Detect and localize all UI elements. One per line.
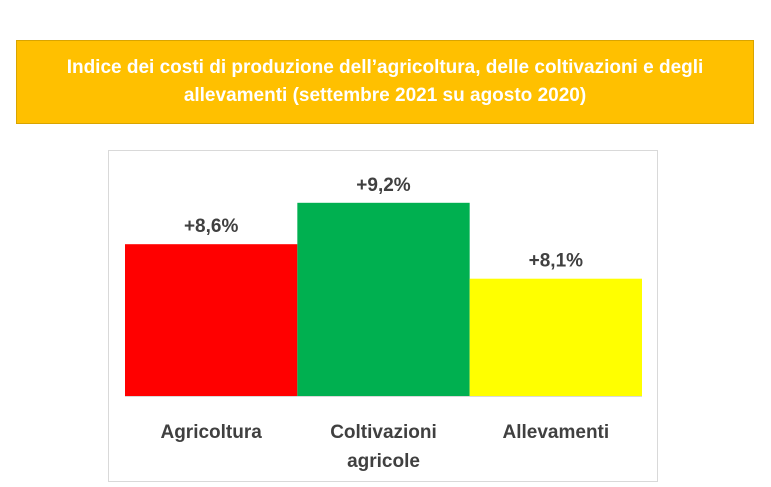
data-label-2: +9,2% (356, 175, 411, 196)
data-label-1: +8,6% (184, 216, 239, 237)
chart-title-line-2: allevamenti (settembre 2021 su agosto 20… (183, 85, 587, 106)
chart-title-line-1: Indice dei costi di produzione dell’agri… (66, 57, 704, 78)
chart-area: +8,6% +9,2% +8,1% Agricoltura Coltivazioni a… (108, 150, 658, 482)
bars-group (125, 202, 642, 396)
bar-1 (125, 244, 298, 396)
category-label-3: Allevamenti (503, 422, 610, 443)
bar-3 (469, 278, 642, 396)
bar-chart: +8,6% +9,2% +8,1% Agricoltura Coltivazioni a… (125, 175, 642, 472)
category-label-2-line-1: Coltivazioni (330, 422, 437, 443)
data-labels-group: +8,6% +9,2% +8,1% (184, 175, 583, 272)
data-label-3: +8,1% (529, 251, 584, 272)
chart-title: Indice dei costi di produzione dell’agri… (16, 40, 754, 124)
category-labels-group: Agricoltura Coltivazioni agricole Allevamen… (160, 422, 609, 472)
category-label-1: Agricoltura (160, 422, 262, 443)
bar-2 (297, 202, 470, 396)
category-label-2-line-2: agricole (347, 451, 420, 472)
